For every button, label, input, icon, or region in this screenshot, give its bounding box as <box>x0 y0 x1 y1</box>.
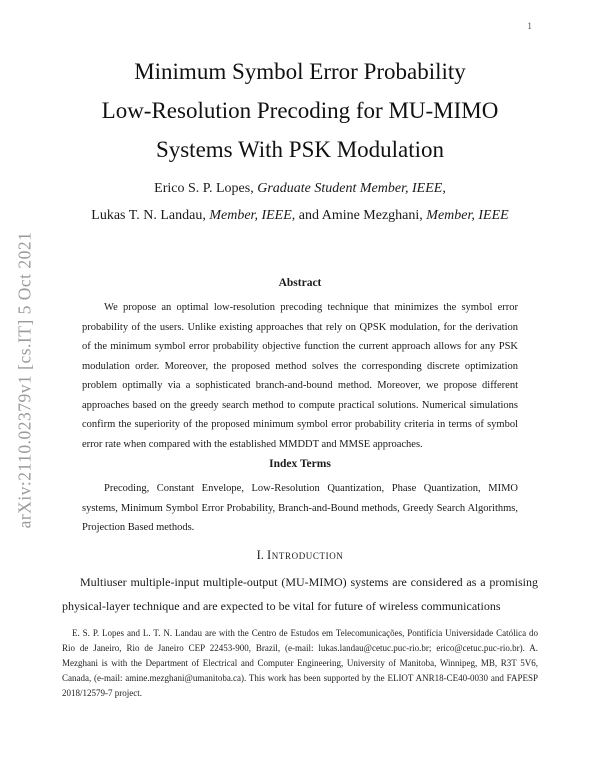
paper-title: Minimum Symbol Error Probability Low-Res… <box>62 52 538 169</box>
section-heading-introduction: I. Introduction <box>62 548 538 563</box>
section-title: Introduction <box>267 547 344 562</box>
author-separator: , <box>442 181 446 196</box>
index-terms-heading: Index Terms <box>269 458 331 470</box>
affiliation-footnote: E. S. P. Lopes and L. T. N. Landau are w… <box>62 627 538 698</box>
page-number: 1 <box>527 22 532 32</box>
author-role: Member, IEEE <box>426 208 509 223</box>
authors-line2: Lukas T. N. Landau, Member, IEEE, and Am… <box>62 202 538 229</box>
abstract-text: We propose an optimal low-resolution pre… <box>82 302 518 450</box>
author-role: Member, IEEE <box>209 208 292 223</box>
paper-title-line1: Minimum Symbol Error Probability <box>134 59 466 84</box>
authors: Erico S. P. Lopes, Graduate Student Memb… <box>62 175 538 229</box>
abstract-heading: Abstract <box>278 277 322 289</box>
authors-line1: Erico S. P. Lopes, Graduate Student Memb… <box>62 175 538 202</box>
paper-title-line3: Systems With PSK Modulation <box>155 137 445 162</box>
section-number: I. <box>256 547 264 562</box>
author-name: Erico S. P. Lopes, <box>154 181 258 196</box>
author-separator: , and Amine Mezghani, <box>291 208 427 223</box>
arxiv-watermark: arXiv:2110.02379v1 [cs.IT] 5 Oct 2021 <box>14 231 35 529</box>
author-name: Lukas T. N. Landau, <box>91 208 210 223</box>
introduction-text: Multiuser multiple-input multiple-output… <box>62 574 538 613</box>
index-terms-text: Precoding, Constant Envelope, Low-Resolu… <box>82 483 518 533</box>
paper-title-line2: Low-Resolution Precoding for MU-MIMO <box>101 98 499 123</box>
author-role: Graduate Student Member, IEEE <box>257 181 443 196</box>
paper-content: Minimum Symbol Error Probability Low-Res… <box>62 0 538 701</box>
